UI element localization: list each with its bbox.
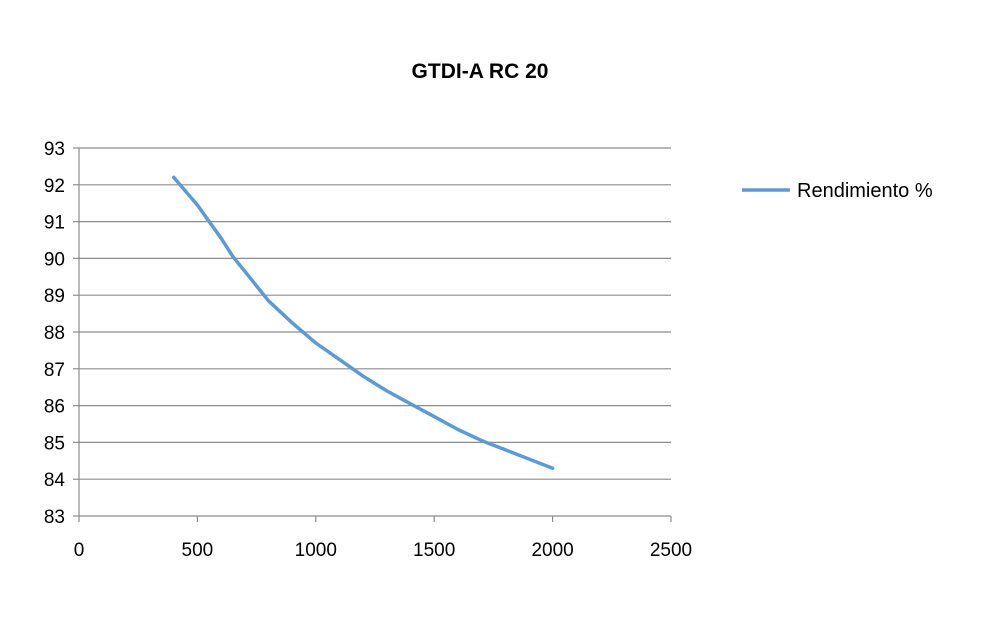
- y-tick-label: 83: [44, 507, 65, 528]
- y-tick-label: 88: [44, 323, 65, 344]
- y-tick-label: 89: [44, 286, 65, 307]
- y-tick-label: 90: [44, 249, 65, 270]
- y-tick-label: 91: [44, 213, 65, 234]
- y-axis-ticks: 83 84 85 86 87 88 89 90 91 92 93: [44, 139, 66, 528]
- chart-title: GTDI-A RC 20: [412, 60, 549, 83]
- x-tick-label: 2500: [650, 540, 692, 561]
- x-axis-ticks: 0 500 1000 1500 2000 2500: [74, 540, 692, 561]
- x-tick-label: 1500: [413, 540, 455, 561]
- legend-label-rendimiento: Rendimiento %: [797, 180, 933, 202]
- y-tick-label: 86: [44, 397, 65, 418]
- legend: Rendimiento %: [742, 180, 933, 202]
- series-layer: [171, 175, 555, 470]
- y-tick-label: 93: [44, 139, 65, 160]
- x-tick-label: 0: [74, 540, 85, 561]
- y-tick-label: 84: [44, 470, 66, 491]
- x-tick-label: 2000: [531, 540, 573, 561]
- grid-lines: [79, 147, 671, 480]
- y-tick-label: 87: [44, 360, 65, 381]
- axes: [73, 147, 672, 522]
- x-tick-label: 1000: [295, 540, 337, 561]
- series-line-rendimiento: [171, 175, 555, 470]
- x-tick-label: 500: [182, 540, 214, 561]
- y-tick-label: 85: [44, 433, 65, 454]
- y-tick-label: 92: [44, 176, 65, 197]
